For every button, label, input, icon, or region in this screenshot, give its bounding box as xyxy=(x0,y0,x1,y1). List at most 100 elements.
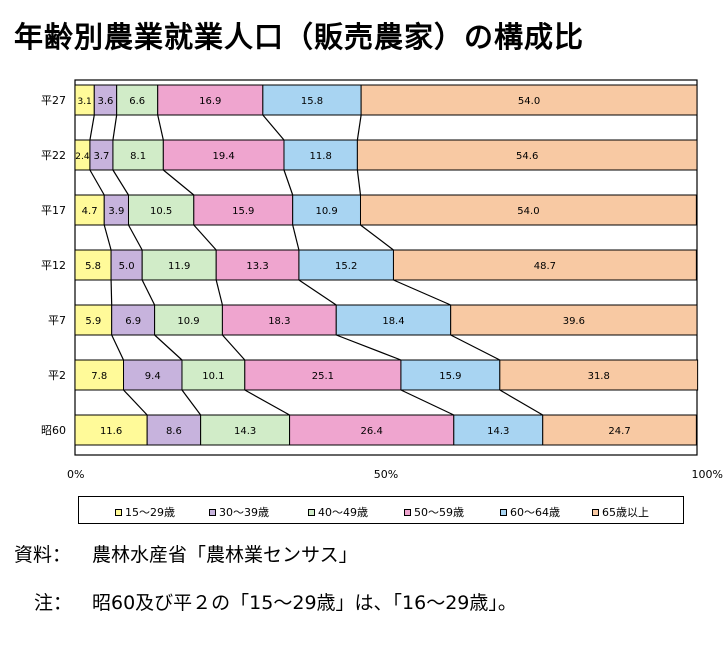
bar-segment xyxy=(103,194,129,226)
legend-swatch xyxy=(592,508,599,516)
legend-swatch xyxy=(115,508,122,516)
data-label: 24.7 xyxy=(608,426,630,437)
data-label: 5.9 xyxy=(85,316,101,327)
connector-line xyxy=(360,224,394,251)
bar-segment xyxy=(200,414,291,446)
bar-segment xyxy=(181,359,246,391)
bar-segment xyxy=(162,139,285,171)
connector-line xyxy=(400,389,455,416)
connector-line xyxy=(292,224,300,251)
category-label: 平7 xyxy=(48,314,66,327)
bar-segment xyxy=(112,139,164,171)
legend-label: 40～49歳 xyxy=(318,506,368,519)
data-label: 15.2 xyxy=(335,261,357,272)
bar-segment xyxy=(244,359,402,391)
connector-line xyxy=(110,279,113,306)
bar-segment xyxy=(123,359,183,391)
data-label: 18.4 xyxy=(382,316,404,327)
bar-segment xyxy=(400,359,501,391)
legend-label: 50～59歳 xyxy=(414,506,464,519)
bar-segment xyxy=(292,194,361,226)
bar-segment xyxy=(453,414,544,446)
connector-line xyxy=(162,169,195,196)
connector-line xyxy=(283,169,294,196)
connector-line xyxy=(215,279,223,306)
data-label: 39.6 xyxy=(563,316,585,327)
connector-line xyxy=(181,389,202,416)
category-label: 平22 xyxy=(41,149,66,162)
data-label: 4.7 xyxy=(82,206,98,217)
note-text: 昭60及び平２の「15～29歳」は、「16～29歳」。 xyxy=(92,592,517,614)
chart-title: 年齢別農業就業人口（販売農家）の構成比 xyxy=(14,20,585,54)
data-label: 6.9 xyxy=(125,316,141,327)
data-label: 2.4 xyxy=(75,152,90,162)
bar-segment xyxy=(289,414,455,446)
legend-item: 60～64歳 xyxy=(500,504,560,520)
legend-item: 30～39歳 xyxy=(209,504,269,520)
bar-segment xyxy=(193,194,294,226)
bar-segment xyxy=(74,194,105,226)
bar-segment xyxy=(360,84,698,116)
bar-segment xyxy=(141,249,217,281)
legend: 15～29歳 30～39歳 40～49歳 50～59歳 60～64歳 65歳以上 xyxy=(78,496,684,524)
bar-segment xyxy=(74,304,113,336)
connector-line xyxy=(356,169,362,196)
data-label: 5.0 xyxy=(119,261,135,272)
connector-line xyxy=(193,224,217,251)
legend-item: 40～49歳 xyxy=(308,504,368,520)
data-label: 54.6 xyxy=(516,151,538,162)
data-label: 7.8 xyxy=(91,371,107,382)
category-label: 昭60 xyxy=(41,424,66,437)
legend-label: 65歳以上 xyxy=(602,506,649,519)
connector-line xyxy=(89,169,105,196)
legend-swatch xyxy=(500,508,507,516)
legend-label: 15～29歳 xyxy=(125,506,175,519)
connector-line xyxy=(89,114,95,141)
legend-item: 15～29歳 xyxy=(115,504,175,520)
connector-line xyxy=(298,279,337,306)
data-label: 3.6 xyxy=(98,96,114,107)
source-text: 農林水産省「農林業センサス」 xyxy=(92,544,358,566)
data-label: 3.1 xyxy=(77,97,91,107)
note-label: 注： xyxy=(34,592,73,614)
bar-segment xyxy=(392,249,697,281)
bar-segment xyxy=(335,304,452,336)
data-label: 11.9 xyxy=(168,261,190,272)
data-label: 11.8 xyxy=(310,151,332,162)
bar-segment xyxy=(542,414,697,446)
data-label: 15.9 xyxy=(439,371,461,382)
legend-swatch xyxy=(404,508,411,516)
data-label: 10.9 xyxy=(315,206,337,217)
bar-segment xyxy=(298,249,394,281)
category-label: 平27 xyxy=(41,94,66,107)
legend-item: 65歳以上 xyxy=(592,504,649,520)
data-label: 25.1 xyxy=(312,371,334,382)
x-tick-label: 50% xyxy=(374,468,398,481)
legend-label: 60～64歳 xyxy=(510,506,560,519)
connector-line xyxy=(112,114,118,141)
data-label: 54.0 xyxy=(517,206,539,217)
connector-line xyxy=(157,114,164,141)
stacked-bar-chart: 3.1 3.6 6.6 16.9 15.8 54.0 平27 2.4 3.7 8.1 19.4 11.… xyxy=(41,79,723,481)
bar-segment xyxy=(359,194,697,226)
data-label: 8.6 xyxy=(166,426,182,437)
data-label: 16.9 xyxy=(199,96,221,107)
bar-segment xyxy=(74,249,112,281)
legend-item: 50～59歳 xyxy=(404,504,464,520)
x-tick-label: 0% xyxy=(67,468,84,481)
bar-segment xyxy=(146,414,202,446)
data-label: 15.9 xyxy=(232,206,254,217)
connector-line xyxy=(103,224,112,251)
data-label: 11.6 xyxy=(100,426,122,437)
data-label: 48.7 xyxy=(534,261,556,272)
connector-line xyxy=(393,279,451,306)
connector-line xyxy=(221,334,246,361)
legend-swatch xyxy=(209,508,216,516)
bar-segment xyxy=(450,304,698,336)
connector-line xyxy=(336,334,402,361)
connector-line xyxy=(112,169,130,196)
connector-line xyxy=(111,334,125,361)
connector-line xyxy=(262,114,285,141)
data-label: 18.3 xyxy=(268,316,290,327)
data-label: 8.1 xyxy=(130,151,146,162)
